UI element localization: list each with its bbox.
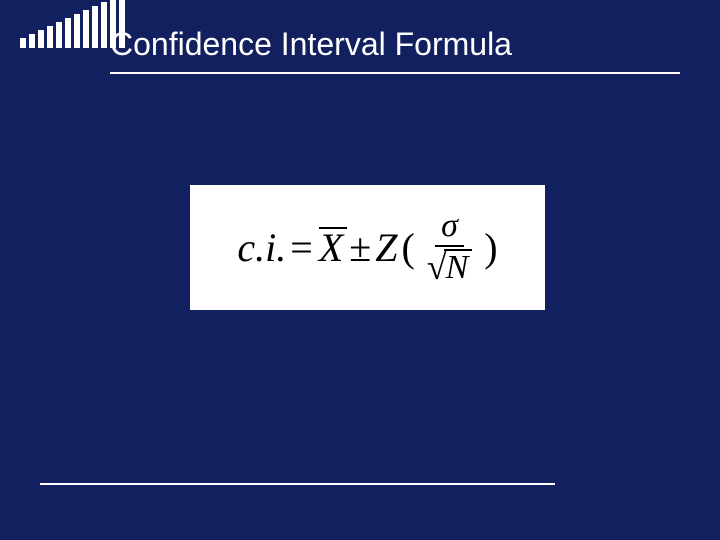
slide-header: Confidence Interval Formula — [0, 0, 720, 90]
header-bar — [20, 38, 26, 48]
header-bar — [38, 30, 44, 48]
header-bar — [74, 14, 80, 48]
title-underline — [110, 72, 680, 74]
right-paren: ) — [484, 224, 497, 271]
header-bar — [65, 18, 71, 48]
left-paren: ( — [401, 224, 414, 271]
formula-box: c.i. = X ± Z ( σ √ N ) — [190, 185, 545, 310]
confidence-interval-formula: c.i. = X ± Z ( σ √ N ) — [237, 207, 497, 288]
header-bar — [29, 34, 35, 48]
header-bar — [47, 26, 53, 48]
sqrt-wrapper: √ N — [427, 249, 472, 285]
header-bar — [56, 22, 62, 48]
header-bars-decoration — [0, 0, 125, 48]
header-bar — [92, 6, 98, 48]
slide-title: Confidence Interval Formula — [110, 26, 512, 63]
header-bar — [101, 2, 107, 48]
equals-sign: = — [290, 224, 313, 271]
fraction: σ √ N — [421, 207, 478, 288]
header-bar — [83, 10, 89, 48]
denominator-sqrt-n: √ N — [421, 247, 478, 288]
z-symbol: Z — [375, 224, 397, 271]
footer-line — [40, 483, 555, 485]
formula-lhs: c.i. — [237, 224, 286, 271]
numerator-sigma: σ — [435, 207, 464, 247]
sqrt-n: N — [444, 249, 473, 285]
x-bar-symbol: X — [317, 224, 345, 271]
plus-minus-sign: ± — [349, 224, 371, 271]
